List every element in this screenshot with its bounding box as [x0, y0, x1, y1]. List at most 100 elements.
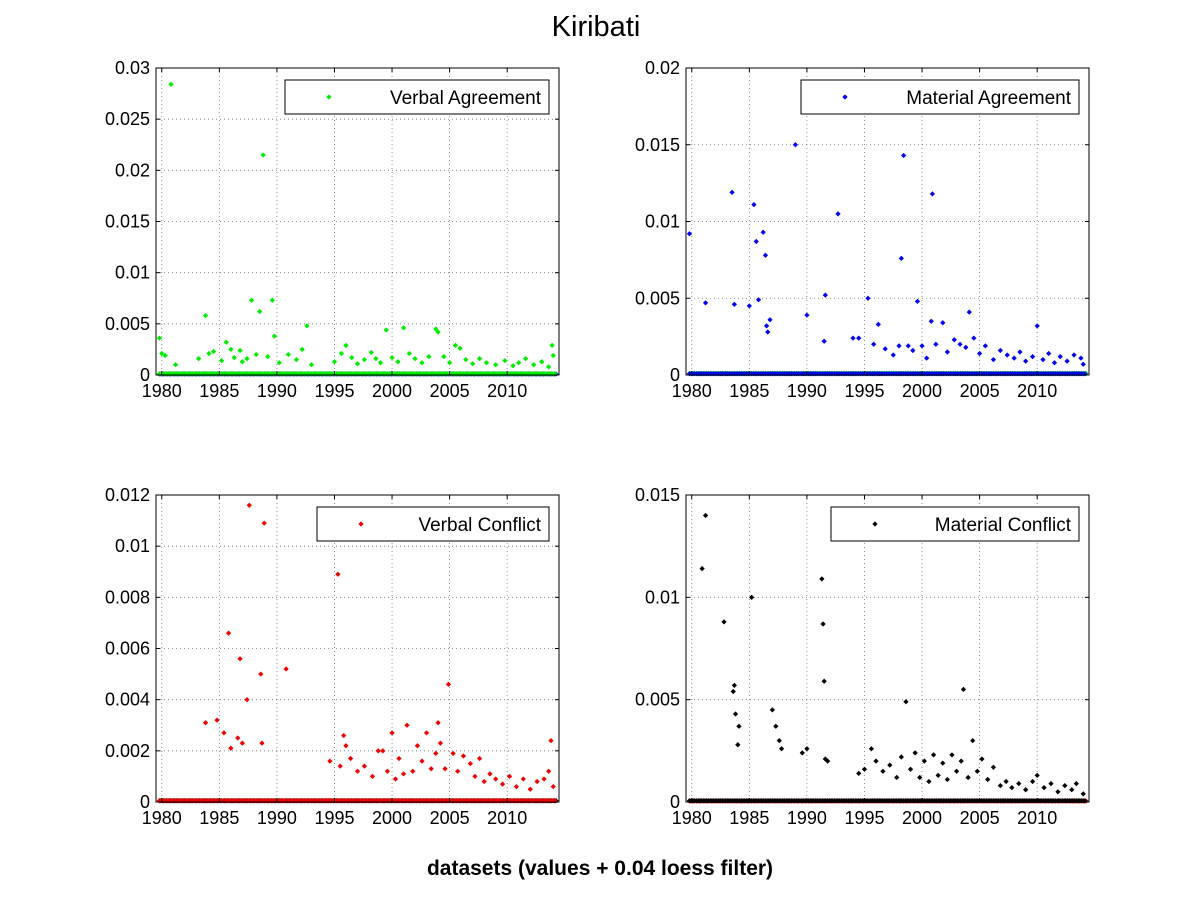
x-tick-label: 2010 — [487, 381, 527, 401]
data-point — [835, 211, 841, 217]
data-point — [412, 356, 418, 362]
data-point — [455, 768, 461, 774]
data-point — [383, 327, 389, 333]
data-point — [912, 750, 918, 756]
data-point — [235, 735, 241, 741]
y-tick-label: 0.006 — [105, 639, 150, 659]
data-point — [331, 359, 338, 365]
data-point — [293, 357, 300, 363]
data-point — [821, 678, 827, 684]
panels: 1980 1985 1990 1995 2000 2005 2010 0 0.005 0.01 0.… — [105, 58, 1090, 828]
data-point — [404, 722, 410, 728]
data-point — [219, 358, 225, 364]
data-point — [460, 753, 467, 759]
data-point — [767, 317, 773, 323]
legend-label: Material Agreement — [906, 88, 1071, 109]
data-point — [389, 730, 395, 736]
data-point — [997, 783, 1003, 789]
data-point — [749, 594, 755, 600]
y-tick-label: 0.015 — [105, 212, 150, 232]
data-point — [343, 743, 349, 749]
data-point — [549, 342, 555, 348]
data-point — [894, 774, 900, 781]
x-tick-label: 2010 — [487, 808, 527, 828]
data-point — [534, 778, 540, 785]
data-point — [400, 771, 407, 777]
data-point — [341, 732, 347, 739]
legend-label: Verbal Conflict — [418, 515, 541, 536]
data-point — [731, 301, 737, 308]
data-point — [433, 750, 439, 757]
data-point — [898, 754, 904, 760]
data-point — [929, 191, 936, 197]
data-point — [467, 761, 473, 767]
data-point — [261, 520, 267, 526]
data-point — [730, 688, 736, 695]
x-tick-label: 1990 — [257, 381, 297, 401]
data-point — [751, 201, 757, 208]
data-point — [762, 252, 769, 258]
data-point — [414, 743, 420, 749]
data-point — [231, 354, 237, 361]
data-point — [244, 697, 250, 703]
data-point — [944, 776, 950, 783]
data-point — [944, 349, 950, 355]
y-tick-label: 0.015 — [635, 485, 680, 505]
data-point — [1017, 349, 1023, 355]
data-point — [1034, 323, 1040, 329]
x-tick-label: 1995 — [844, 381, 884, 401]
data-point — [419, 758, 425, 764]
legend: Material Conflict — [830, 506, 1080, 542]
plot-area — [686, 68, 1089, 375]
data-point — [990, 764, 997, 770]
x-tick-label: 2010 — [1017, 381, 1057, 401]
chart-panel-top-left: 1980 1985 1990 1995 2000 2005 2010 0 0.005 0.01 0.… — [105, 58, 560, 401]
data-point — [395, 359, 401, 365]
data-point — [476, 356, 483, 362]
data-point — [452, 342, 458, 348]
data-point — [990, 357, 997, 363]
data-point — [373, 356, 379, 362]
data-point — [225, 630, 232, 636]
data-point — [1048, 780, 1054, 787]
data-point — [1069, 787, 1075, 793]
data-point — [1071, 352, 1077, 358]
data-point — [483, 360, 490, 366]
data-point — [903, 699, 909, 705]
data-point — [522, 356, 529, 362]
data-point — [406, 350, 412, 357]
data-point — [380, 748, 386, 754]
legend-label: Verbal Agreement — [390, 88, 542, 109]
data-point — [1051, 360, 1058, 366]
x-tick-label: 2005 — [960, 381, 1000, 401]
data-point — [520, 776, 526, 782]
x-tick-label: 1995 — [844, 808, 884, 828]
data-point — [907, 766, 914, 772]
data-point — [900, 152, 907, 159]
data-point — [502, 358, 508, 364]
x-tick-label: 1985 — [199, 808, 239, 828]
x-tick-label: 2005 — [960, 808, 1000, 828]
data-point — [1080, 361, 1086, 367]
data-point — [550, 784, 556, 790]
data-point — [506, 773, 513, 780]
data-point — [997, 347, 1003, 354]
x-tick-label: 2005 — [430, 381, 470, 401]
data-point — [441, 353, 447, 360]
data-point — [735, 742, 741, 748]
data-point — [442, 766, 448, 772]
data-point — [940, 760, 946, 766]
data-point — [868, 746, 875, 752]
data-point — [1011, 355, 1017, 361]
data-point — [1041, 785, 1047, 791]
legend-box — [830, 506, 1080, 542]
data-point — [159, 350, 165, 357]
data-point-base — [552, 798, 558, 804]
data-point — [396, 755, 402, 762]
data-point — [898, 255, 904, 261]
data-point — [871, 341, 877, 347]
data-point — [731, 682, 737, 688]
y-tick-label: 0.01 — [115, 536, 150, 556]
data-point — [776, 737, 782, 744]
plot-area — [156, 68, 559, 375]
